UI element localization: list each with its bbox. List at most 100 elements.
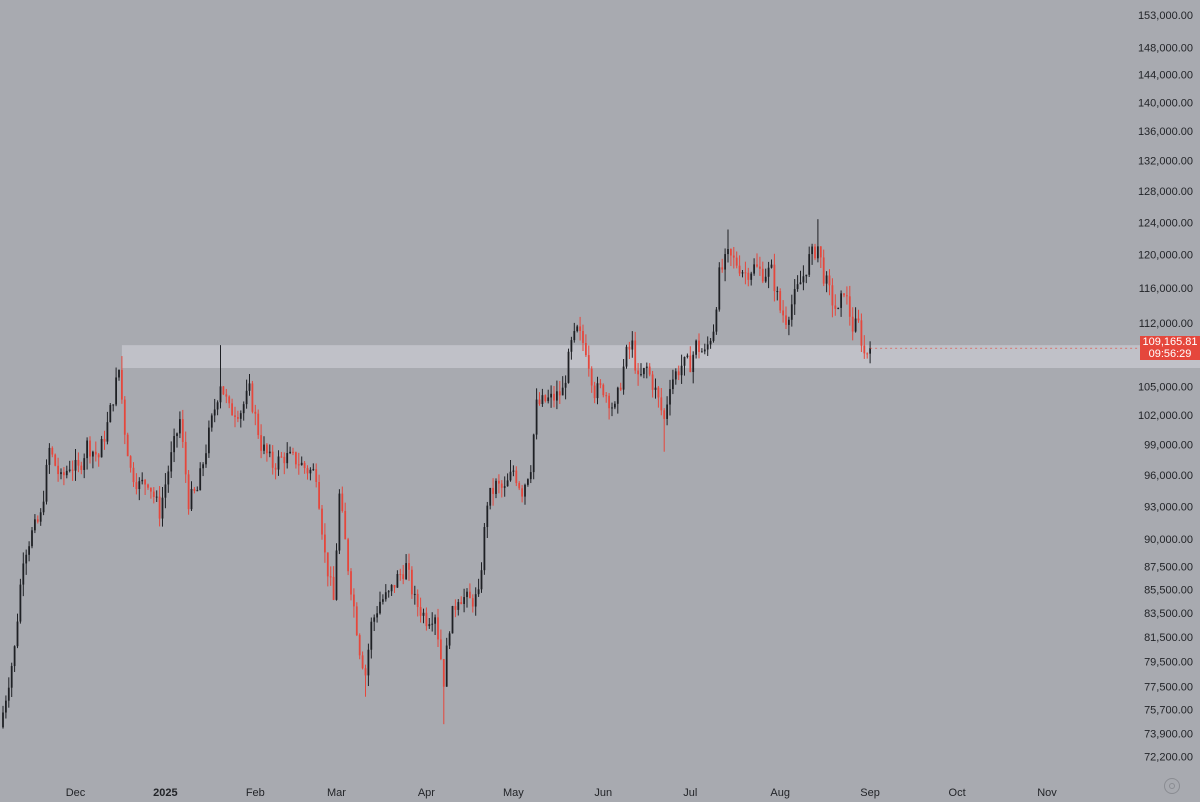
candle-body — [448, 633, 451, 646]
candle-body — [869, 348, 871, 354]
candle-body — [77, 459, 80, 466]
candle-body — [840, 293, 842, 308]
candle-body — [176, 433, 178, 437]
candle-body — [759, 266, 761, 269]
candle-body — [440, 639, 442, 660]
candle-body — [735, 257, 738, 266]
candle-body — [625, 346, 628, 367]
time-tick-label: Sep — [860, 787, 880, 799]
candle-body — [399, 574, 402, 576]
candle-body — [544, 395, 547, 402]
candle-body — [202, 464, 204, 469]
candle-body — [471, 598, 474, 607]
candle-body — [660, 397, 663, 411]
candle-body — [184, 441, 187, 475]
candle-body — [654, 387, 657, 390]
candle-body — [303, 462, 306, 469]
candle-body — [454, 606, 457, 610]
candle-body — [242, 404, 245, 414]
candle-body — [115, 377, 117, 405]
candle-body — [521, 488, 523, 497]
candle-body — [222, 386, 225, 395]
candle-body — [355, 606, 358, 636]
time-tick-label: Nov — [1037, 787, 1057, 799]
candle-body — [428, 624, 431, 627]
candle-body — [535, 399, 538, 435]
candle-body — [344, 510, 347, 540]
candle-body — [144, 479, 146, 485]
candle-body — [353, 594, 355, 607]
candle-body — [205, 453, 207, 465]
candle-body — [741, 272, 744, 274]
candle-body — [442, 659, 445, 687]
candle-body — [286, 453, 289, 464]
candle-body — [318, 481, 320, 509]
candle-body — [825, 275, 828, 284]
candle-body — [22, 563, 25, 585]
candle-body — [292, 451, 294, 453]
candle-body — [321, 508, 323, 535]
candle-body — [721, 267, 724, 270]
last-price-value: 109,165.81 — [1142, 336, 1198, 349]
candle-body — [677, 371, 680, 376]
candle-body — [94, 451, 97, 455]
candle-body — [773, 264, 776, 292]
candle-body — [36, 519, 39, 522]
candle-body — [715, 309, 718, 332]
candle-body — [28, 546, 30, 555]
candle-body — [251, 383, 254, 412]
time-tick-label: Aug — [770, 787, 790, 799]
candle-body — [51, 447, 54, 455]
candle-body — [231, 403, 233, 416]
candle-body — [689, 355, 692, 373]
candle-body — [819, 246, 822, 258]
candle-body — [596, 383, 599, 399]
candle-body — [129, 456, 132, 468]
time-tick-label: 2025 — [153, 787, 177, 799]
candle-body — [486, 505, 489, 528]
candle-body — [785, 315, 787, 325]
candle-body — [324, 534, 326, 553]
candle-body — [97, 454, 100, 458]
price-tick-label: 148,000.00 — [1138, 43, 1193, 55]
candle-body — [19, 584, 22, 622]
candle-body — [651, 374, 654, 390]
candle-body — [556, 391, 558, 401]
candle-body — [718, 267, 721, 310]
candle-body — [263, 444, 265, 451]
candle-body — [732, 255, 735, 258]
candle-body — [190, 488, 193, 510]
candle-body — [437, 617, 439, 640]
candle-body — [669, 389, 671, 405]
chart-settings-icon[interactable] — [1164, 778, 1180, 794]
candle-body — [335, 550, 338, 600]
time-tick-label: Mar — [327, 787, 346, 799]
candle-body — [326, 552, 329, 577]
price-tick-label: 77,500.00 — [1144, 682, 1193, 694]
candle-body — [866, 353, 869, 355]
candle-body — [118, 369, 120, 378]
candle-body — [65, 470, 68, 476]
candle-body — [405, 563, 407, 580]
candle-body — [48, 447, 51, 465]
candle-body — [553, 393, 555, 401]
time-axis[interactable]: Dec 2025 Feb Mar Apr May Jun Jul Aug Sep Oct Nov — [66, 787, 1058, 799]
candle-body — [92, 451, 94, 457]
candle-body — [364, 668, 367, 676]
candle-body — [390, 584, 393, 592]
price-axis[interactable]: 153,000.00 148,000.00 144,000.00 140,000.00… — [1138, 10, 1193, 764]
candle-body — [86, 440, 88, 459]
candle-body — [712, 331, 715, 341]
candle-body — [767, 267, 770, 277]
candle-body — [483, 527, 486, 571]
price-tick-label: 105,000.00 — [1138, 382, 1193, 394]
candle-body — [640, 374, 642, 376]
price-tick-label: 116,000.00 — [1139, 283, 1193, 295]
candle-body — [561, 387, 564, 396]
candle-body — [451, 606, 454, 634]
candle-body — [167, 471, 170, 485]
candle-body — [257, 413, 260, 436]
candle-body — [706, 344, 709, 350]
candle-body — [727, 249, 729, 255]
